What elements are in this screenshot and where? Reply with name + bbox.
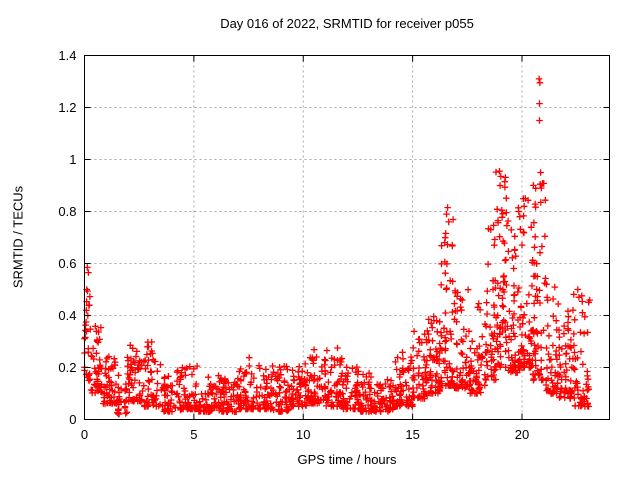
y-tick-label: 1.4 [58, 48, 76, 63]
y-tick-label: 0.6 [58, 256, 76, 271]
y-tick-label: 0.8 [58, 204, 76, 219]
chart-title: Day 016 of 2022, SRMTID for receiver p05… [220, 16, 474, 31]
plot-frame [84, 55, 610, 420]
x-tick-label: 0 [81, 427, 88, 442]
x-tick-label: 20 [515, 427, 529, 442]
y-tick-label: 0 [69, 412, 76, 427]
x-tick-label: 15 [405, 427, 419, 442]
y-tick-label: 1 [69, 152, 76, 167]
y-tick-label: 1.2 [58, 100, 76, 115]
x-tick-label: 5 [190, 427, 197, 442]
y-tick-label: 0.2 [58, 360, 76, 375]
x-tick-label: 10 [296, 427, 310, 442]
x-axis-label: GPS time / hours [297, 452, 397, 467]
data-points [81, 75, 593, 418]
y-tick-label: 0.4 [58, 308, 76, 323]
